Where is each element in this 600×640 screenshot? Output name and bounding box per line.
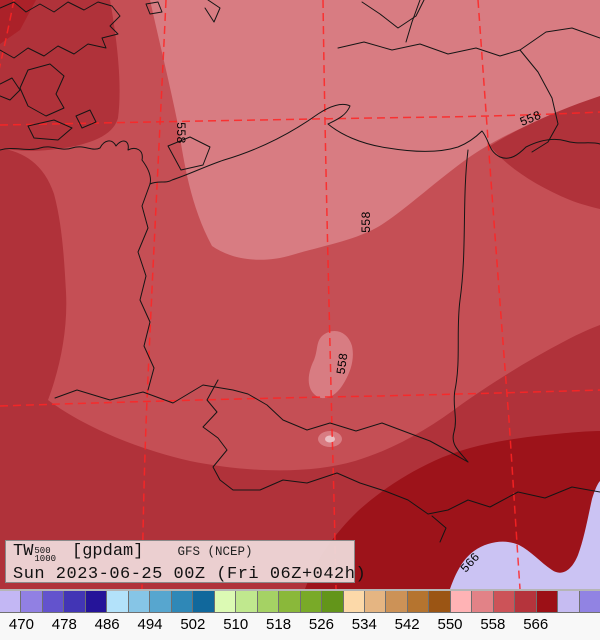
island-oland [204,0,221,23]
colorbar [0,589,600,613]
parallel-1 [0,111,600,126]
colorbar-tick-label: 542 [394,616,420,633]
island-fyn [0,77,21,101]
colorbar-cell [406,591,429,612]
colorbar-cell [299,591,322,612]
colorbar-cell [428,591,450,612]
latlon-grid [0,0,600,589]
colorbar-cell [363,591,386,612]
border-oder [137,183,155,391]
border-latvia-top [405,0,421,43]
fill-562-566-ne [490,96,600,209]
colorbar-cell [106,591,128,612]
colorbar-cell [41,591,64,612]
parameter-name: TW [13,542,34,561]
border-slovakia-north [306,422,469,463]
colorbar-tick-label: 486 [94,616,120,633]
contour-value-label: 558 [334,352,351,375]
colorbar-cell [63,591,85,612]
parameter-unit: [gpdam] [72,542,144,561]
colorbar-tick-label: 566 [523,616,549,633]
colorbar-cell [471,591,493,612]
valid-datetime: Sun 2023-06-25 00Z (Fri 06Z+042h) [13,565,367,584]
colorbar-cell [535,591,558,612]
colorbar-cell [0,591,21,612]
colorbar-tick-label: 510 [223,616,249,633]
island-gotland [361,0,425,29]
colorbar-cell [557,591,579,612]
colorbar-cell [192,591,214,612]
coast-sweden [0,1,121,59]
colorbar-cell [321,591,343,612]
colorbar-ticks: 470 478 486 494 502 510 518 526 534 542 550 558 566 [0,613,600,640]
border-lithuania-latvia [337,41,521,57]
colorbar-tick-label: 526 [308,616,334,633]
model-name: GFS (NCEP) [177,545,253,559]
colorbar-cell [84,591,107,612]
colorbar-cell [449,591,472,612]
colorbar-tick-label: 494 [137,616,163,633]
colorbar-cell [578,591,600,612]
colorbar-tick-label: 470 [8,616,34,633]
weather-map: 558 558 558 558 566 [0,0,600,589]
fill-570-574-region [450,481,600,589]
colorbar-cell [149,591,171,612]
contour-value-label: 558 [174,122,188,144]
parameter-levels: 500 1000 [34,546,57,564]
meridian-1 [0,0,15,69]
parallel-2 [0,389,600,407]
colorbar-tick-label: 502 [180,616,206,633]
colorbar-cell [127,591,150,612]
fill-554-558-region [150,0,600,260]
title-box: TW 500 1000 [gpdam] GFS (NCEP) Sun 2023-06… [5,540,367,584]
border-lithuania-belarus [519,49,559,153]
fill-562-566-nw [0,0,120,151]
border-czech-south-hungary [202,379,600,515]
border-latvia-russia [519,27,600,51]
fill-tiny-blob-core [325,435,335,443]
island-mon [75,109,97,129]
island-bornholm [167,136,211,171]
colorbar-tick-label: 518 [266,616,292,633]
border-czech-north [54,384,308,431]
colorbar-tick-label: 558 [480,616,506,633]
colorbar-cell [170,591,193,612]
colorbar-cell [492,591,515,612]
parameter-level-top: 500 [34,546,51,556]
colorbar-cell [342,591,364,612]
island-small [145,1,163,15]
parameter-level-bottom: 1000 [34,554,57,564]
meridian-4 [477,0,521,589]
colorbar-cell [213,591,236,612]
colorbar-cell [20,591,42,612]
border-bottom-center [431,515,447,543]
coast-baltic-south [0,103,600,185]
colorbar-tick-label: 550 [437,616,463,633]
island-zealand [19,63,65,117]
colorbar-tick-label: 534 [351,616,377,633]
colorbar-cell [514,591,536,612]
contour-value-label: 558 [359,211,373,233]
geography-lines [0,0,600,543]
title-line: TW 500 1000 [gpdam] GFS (NCEP) [13,542,347,565]
island-lolland [27,119,73,141]
colorbar-cell [385,591,407,612]
colorbar-cell [278,591,300,612]
border-poland-east [452,149,469,463]
colorbar-cell [256,591,279,612]
colorbar-cell [235,591,257,612]
colorbar-tick-label: 478 [51,616,77,633]
